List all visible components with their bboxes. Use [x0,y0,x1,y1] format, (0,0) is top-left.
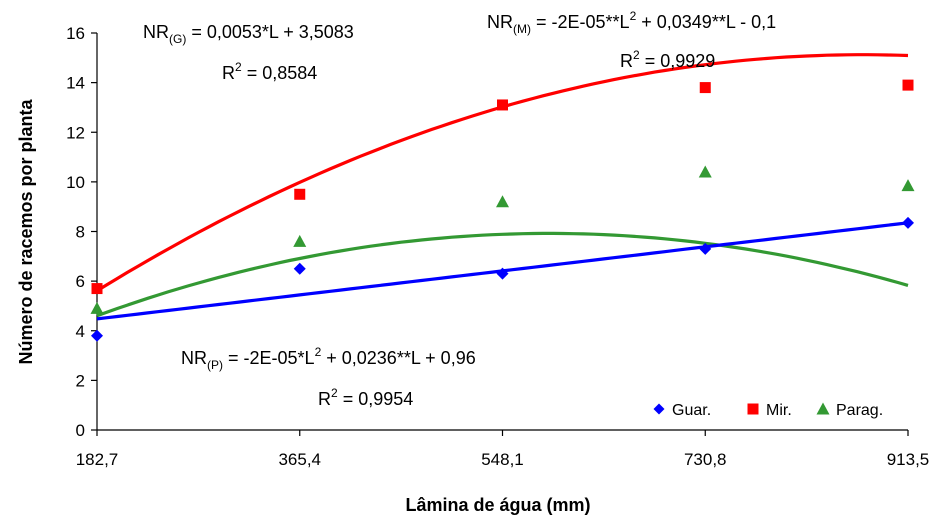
equation-mir-rest2: + 0,0349**L - 0,1 [636,12,776,32]
x-axis-title: Lâmina de água (mm) [405,495,590,515]
r2-parag-r: R [318,389,331,409]
equation-mir: NR(M) = -2E-05**L2 + 0,0349**L - 0,1 [487,9,776,36]
point-parag [698,165,712,178]
point-guar [902,216,914,229]
legend-label-guar: Guar. [672,402,711,419]
y-tick-label: 4 [76,322,85,341]
equation-parag-sup: 2 [315,345,322,359]
equation-parag-rest1: = -2E-05*L [223,348,315,368]
equation-guar-prefix: NR [143,22,169,42]
r2-parag-rest: = 0,9954 [338,389,414,409]
r2-guar-rest: = 0,8584 [242,63,318,83]
equation-parag-sub: (P) [207,358,223,372]
y-tick-label: 16 [66,24,85,43]
equation-parag: NR(P) = -2E-05*L2 + 0,0236**L + 0,96 [181,345,476,372]
equation-parag-rest2: + 0,0236**L + 0,96 [321,348,475,368]
y-tick-label: 2 [76,371,85,390]
legend-marker-parag [816,402,830,415]
y-tick-label: 8 [76,223,85,242]
point-parag [496,195,509,208]
point-parag [901,179,915,192]
y-tick-label: 10 [66,173,85,192]
y-tick-label: 6 [76,272,85,291]
point-guar [91,329,103,342]
point-mir [699,82,711,94]
x-tick-label: 365,4 [278,450,321,469]
equation-guar-sub: (G) [169,32,186,46]
equation-guar: NR(G) = 0,0053*L + 3,5083 [143,22,354,46]
y-axis-title: Número de racemos por planta [16,98,36,364]
equation-parag-prefix: NR [181,348,207,368]
point-mir [902,79,914,91]
legend-marker-guar [653,403,665,415]
r2-mir-rest: = 0,9929 [640,51,716,71]
x-tick-label: 730,8 [684,450,727,469]
y-ticks: 0 2 4 6 8 10 12 14 16 [66,24,97,440]
r2-parag-sup: 2 [331,386,338,400]
r2-parag: R2 = 0,9954 [318,386,413,409]
equation-guar-rest: = 0,0053*L + 3,5083 [186,22,353,42]
r2-mir: R2 = 0,9929 [620,48,715,71]
equation-mir-rest1: = -2E-05**L [531,12,630,32]
r2-mir-sup: 2 [633,48,640,62]
equation-mir-sub: (M) [513,22,531,36]
x-ticks: 182,7 365,4 548,1 730,8 913,5 [76,430,930,469]
point-guar [496,267,509,280]
point-parag [293,234,307,247]
point-guar [293,262,306,275]
point-mir [497,99,508,111]
y-tick-label: 12 [66,123,85,142]
equation-mir-prefix: NR [487,12,513,32]
legend-label-mir: Mir. [766,402,792,419]
legend: Guar. Mir. Parag. [653,402,883,419]
y-tick-label: 14 [66,74,85,93]
data-points [90,79,915,342]
r2-guar-r: R [222,63,235,83]
point-parag [90,301,104,314]
equation-mir-sup: 2 [630,9,637,23]
trendline-parag [96,231,909,318]
x-tick-label: 182,7 [76,450,119,469]
point-mir [294,188,306,200]
y-tick-label: 0 [76,421,85,440]
legend-marker-mir [747,403,759,415]
x-tick-label: 913,5 [887,450,930,469]
legend-label-parag: Parag. [836,402,883,419]
x-tick-label: 548,1 [481,450,524,469]
point-guar [699,242,712,255]
r2-guar: R2 = 0,8584 [222,60,317,83]
r2-guar-sup: 2 [235,60,242,74]
point-mir [91,283,103,295]
r2-mir-r: R [620,51,633,71]
